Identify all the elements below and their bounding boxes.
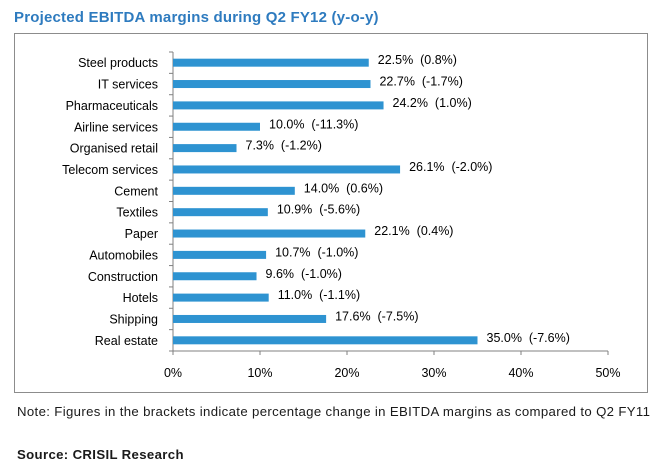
bar-cement xyxy=(173,186,295,195)
bar-it-services xyxy=(173,80,371,89)
bar-telecom-services xyxy=(173,165,401,174)
chart-title: Projected EBITDA margins during Q2 FY12 … xyxy=(14,9,379,26)
bar-steel-products xyxy=(173,58,369,67)
bar-paper xyxy=(173,229,366,238)
bar-construction xyxy=(173,272,257,281)
category-label: Textiles xyxy=(116,206,158,220)
category-label: Automobiles xyxy=(89,248,158,262)
category-label: Construction xyxy=(88,270,158,284)
category-label: Organised retail xyxy=(70,142,158,156)
data-label: 35.0% (-7.6%) xyxy=(487,331,570,345)
x-tick-label: 10% xyxy=(247,366,272,380)
x-tick-label: 40% xyxy=(508,366,533,380)
category-label: Telecom services xyxy=(62,163,158,177)
category-label: Real estate xyxy=(95,334,158,348)
bar-shipping xyxy=(173,314,327,323)
category-label: Shipping xyxy=(109,312,158,326)
data-label: 22.1% (0.4%) xyxy=(374,224,453,238)
x-tick-label: 0% xyxy=(164,366,182,380)
category-label: Paper xyxy=(125,227,158,241)
data-label: 22.5% (0.8%) xyxy=(378,53,457,67)
data-label: 10.7% (-1.0%) xyxy=(275,245,358,259)
data-label: 9.6% (-1.0%) xyxy=(266,267,342,281)
chart-frame xyxy=(14,33,648,393)
bar-organised-retail xyxy=(173,144,237,153)
chart-source: Source: CRISIL Research xyxy=(17,447,184,462)
x-tick-label: 30% xyxy=(421,366,446,380)
data-label: 17.6% (-7.5%) xyxy=(335,309,418,323)
category-label: Cement xyxy=(114,184,158,198)
category-label: IT services xyxy=(98,78,158,92)
category-label: Pharmaceuticals xyxy=(66,99,158,113)
bar-hotels xyxy=(173,293,269,302)
category-label: Steel products xyxy=(78,56,158,70)
data-label: 7.3% (-1.2%) xyxy=(246,139,322,153)
data-label: 11.0% (-1.1%) xyxy=(278,288,360,302)
data-label: 14.0% (0.6%) xyxy=(304,181,383,195)
category-label: Hotels xyxy=(123,291,158,305)
data-label: 26.1% (-2.0%) xyxy=(409,160,492,174)
data-label: 22.7% (-1.7%) xyxy=(379,75,462,89)
data-label: 10.9% (-5.6%) xyxy=(277,203,360,217)
bar-textiles xyxy=(173,208,268,217)
category-label: Airline services xyxy=(74,120,158,134)
data-label: 10.0% (-11.3%) xyxy=(269,117,358,131)
data-label: 24.2% (1.0%) xyxy=(393,96,472,110)
bar-airline-services xyxy=(173,122,260,131)
bar-pharmaceuticals xyxy=(173,101,384,110)
bar-automobiles xyxy=(173,250,267,259)
x-tick-label: 20% xyxy=(334,366,359,380)
bar-real-estate xyxy=(173,336,478,345)
x-tick-label: 50% xyxy=(595,366,620,380)
chart-note: Note: Figures in the brackets indicate p… xyxy=(17,404,651,419)
